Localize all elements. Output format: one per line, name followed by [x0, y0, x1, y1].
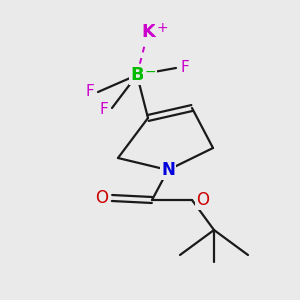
Text: N: N	[161, 161, 175, 179]
Text: +: +	[156, 21, 168, 35]
Text: O: O	[196, 191, 209, 209]
Text: K: K	[141, 23, 155, 41]
Text: F: F	[180, 61, 189, 76]
Text: B: B	[130, 66, 144, 84]
Text: O: O	[95, 189, 108, 207]
Text: F: F	[99, 103, 108, 118]
Text: −: −	[144, 65, 156, 79]
Text: F: F	[85, 85, 94, 100]
